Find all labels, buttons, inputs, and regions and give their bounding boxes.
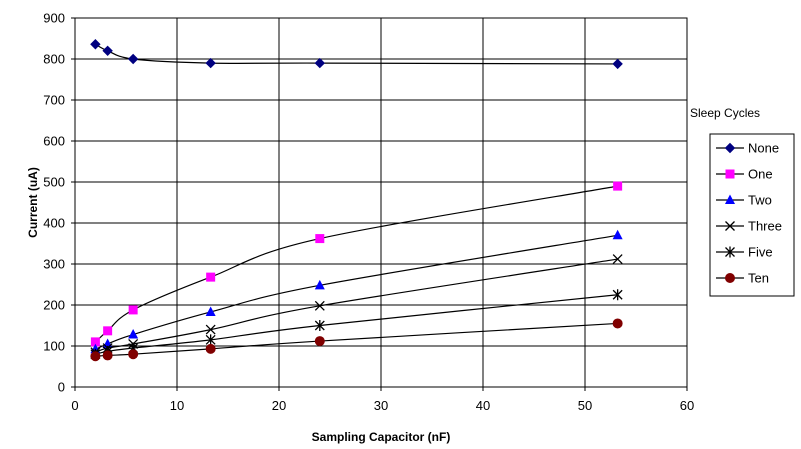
- legend-title: Sleep Cycles: [690, 106, 760, 120]
- y-tick-label: 200: [43, 298, 65, 313]
- legend-item-five: Five: [716, 245, 773, 260]
- series-line-none: [95, 43, 618, 65]
- legend-item-two: Two: [716, 193, 772, 208]
- legend-label-five: Five: [748, 245, 773, 260]
- point-ten: [90, 351, 101, 362]
- point-three: [205, 324, 216, 335]
- point-ten: [128, 349, 139, 360]
- x-tick-label: 20: [272, 398, 286, 413]
- legend-marker-two: [725, 194, 735, 204]
- point-three: [612, 254, 623, 265]
- x-tick-label: 50: [578, 398, 592, 413]
- y-tick-label: 900: [43, 11, 65, 26]
- point-one: [128, 305, 138, 315]
- point-one: [206, 272, 216, 282]
- legend-item-one: One: [716, 167, 773, 182]
- series-ten: [90, 318, 623, 362]
- series-three: [90, 254, 623, 358]
- series-line-five: [95, 294, 618, 355]
- point-one: [103, 326, 113, 336]
- point-none: [127, 53, 139, 65]
- point-ten: [205, 343, 216, 354]
- x-tick-label: 60: [680, 398, 694, 413]
- legend-item-ten: Ten: [716, 271, 769, 286]
- series-two: [90, 229, 623, 354]
- series-line-ten: [95, 322, 618, 357]
- legend-box: [709, 133, 795, 297]
- x-axis-ticks: 0 10 20 30 40 50 60: [71, 387, 694, 413]
- point-two: [128, 329, 139, 339]
- y-tick-label: 300: [43, 257, 65, 272]
- y-axis-title: Current (uA): [26, 167, 40, 238]
- series-group: [90, 39, 623, 362]
- point-none: [205, 57, 216, 69]
- legend-item-three: Three: [716, 219, 782, 234]
- y-tick-label: 600: [43, 134, 65, 149]
- point-ten: [612, 318, 623, 329]
- y-tick-label: 100: [43, 339, 65, 354]
- point-five: [205, 334, 216, 346]
- y-tick-label: 400: [43, 216, 65, 231]
- point-two: [205, 306, 216, 316]
- point-two: [612, 229, 623, 240]
- legend-item-none: None: [716, 141, 779, 156]
- point-five: [314, 320, 325, 331]
- point-one: [90, 337, 100, 347]
- y-tick-label: 0: [58, 380, 65, 395]
- legend-label-ten: Ten: [748, 271, 769, 286]
- legend: None One Two Three Five Ten: [709, 133, 795, 297]
- x-tick-label: 30: [374, 398, 388, 413]
- legend-marker-five: [725, 246, 735, 258]
- legend-label-two: Two: [748, 193, 772, 208]
- y-tick-label: 500: [43, 175, 65, 190]
- x-axis-title: Sampling Capacitor (nF): [312, 430, 451, 444]
- point-none: [102, 45, 113, 57]
- legend-marker-none: [724, 142, 736, 154]
- legend-marker-one: [725, 169, 735, 179]
- y-tick-label: 800: [43, 52, 65, 67]
- y-tick-label: 700: [43, 93, 65, 108]
- legend-label-none: None: [748, 141, 779, 156]
- series-line-three: [95, 258, 618, 353]
- x-tick-label: 40: [476, 398, 490, 413]
- point-none: [612, 58, 623, 70]
- point-none: [314, 57, 326, 69]
- series-one: [90, 181, 623, 347]
- legend-label-one: One: [748, 167, 773, 182]
- point-one: [315, 234, 325, 244]
- point-none: [90, 39, 101, 50]
- point-ten: [102, 350, 113, 361]
- y-axis-ticks: 0 100 200 300 400 500 600 700 800 900: [43, 11, 75, 395]
- legend-marker-three: [725, 221, 735, 231]
- gridlines: [75, 18, 687, 387]
- legend-label-three: Three: [748, 219, 782, 234]
- x-tick-label: 0: [71, 398, 78, 413]
- point-one: [613, 181, 623, 191]
- series-none: [90, 39, 623, 70]
- point-two: [314, 279, 325, 290]
- x-tick-label: 10: [170, 398, 184, 413]
- point-ten: [314, 336, 325, 347]
- legend-marker-ten: [725, 273, 735, 283]
- point-three: [314, 300, 325, 311]
- point-five: [612, 289, 623, 301]
